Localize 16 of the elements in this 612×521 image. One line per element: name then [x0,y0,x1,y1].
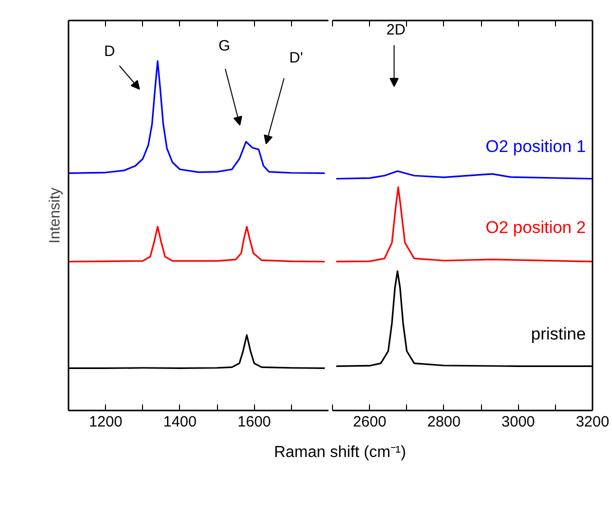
y-axis-title: Intensity [46,187,64,244]
text: 2D [386,21,406,38]
x-tick-label: 2800 [427,414,461,430]
x-tick-label: 1200 [88,414,122,430]
text: D [104,42,116,60]
x-tick-label: 3200 [576,414,610,430]
x-tick-label: 2600 [352,414,386,430]
x-tick-label: 1600 [238,414,271,430]
series-label: pristine [531,324,586,344]
annotation: D' [289,50,304,67]
series-label: O2 position 1 [486,137,586,156]
x-tick-label: 1400 [163,414,197,430]
x-tick-label: 3000 [502,414,535,430]
x-axis-title: Raman shift (cm⁻¹) [274,443,406,463]
series-label: O2 position 2 [486,218,586,238]
text: G [218,37,230,54]
